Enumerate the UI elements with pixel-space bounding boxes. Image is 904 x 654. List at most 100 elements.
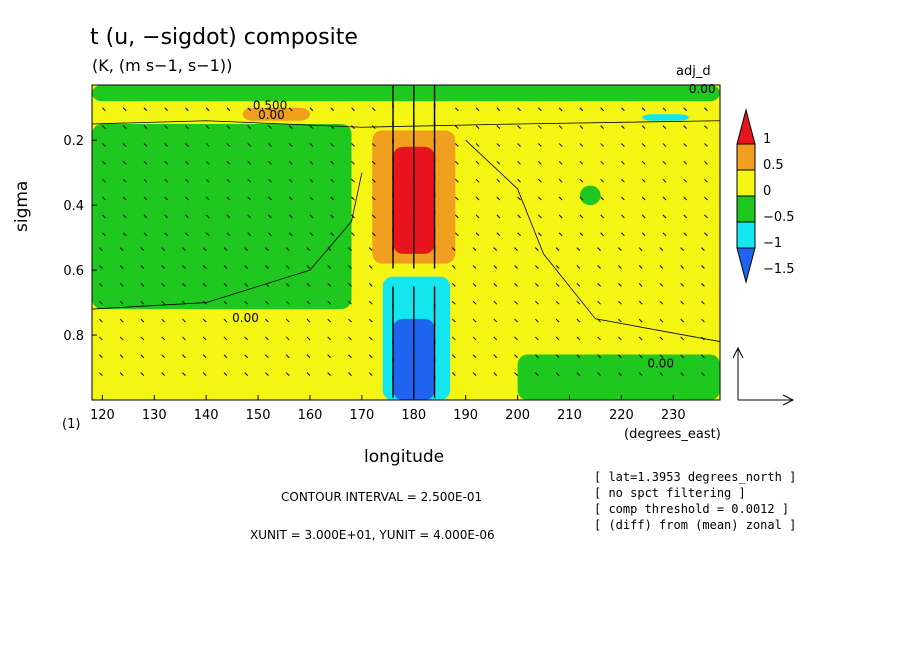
vector-arrow-352 [558, 107, 563, 112]
vector-arrow-301 [472, 336, 477, 341]
vector-arrow-349 [534, 336, 539, 341]
vector-arrow-408 [618, 247, 622, 251]
vector-arrow-159 [285, 372, 290, 376]
colorbar-label-3: −0.5 [763, 210, 795, 225]
vector-arrow-171 [306, 300, 311, 305]
vector-arrow-406 [621, 214, 625, 219]
vector-arrow-202 [348, 282, 352, 287]
vector-arrow-441 [659, 265, 664, 269]
contour-line-0 [91, 120, 721, 128]
vector-arrow-141 [265, 336, 269, 341]
vector-arrow-415 [618, 372, 622, 376]
vector-arrow-68 [185, 178, 189, 183]
vector-arrow-315 [493, 300, 498, 305]
vector-arrow-451 [683, 160, 688, 165]
vector-arrow-206 [348, 354, 352, 359]
vector-arrow-380 [576, 318, 581, 323]
vector-arrow-32 [143, 107, 148, 112]
vector-arrow-289 [475, 125, 480, 129]
vector-arrow-328 [514, 247, 518, 251]
vector-arrow-90 [202, 282, 207, 287]
contour-label-3: 0.00 [232, 311, 259, 325]
vector-arrow-348 [534, 318, 539, 323]
y-tick-label-2: 0.6 [63, 264, 84, 279]
vector-arrow-437 [662, 196, 667, 201]
vector-arrow-104 [223, 247, 228, 251]
vector-arrow-290 [475, 143, 480, 147]
vector-arrow-467 [704, 160, 708, 165]
vector-arrow-218 [368, 282, 373, 287]
note-filtering: [ no spct filtering ] [594, 486, 746, 500]
vector-arrow-184 [327, 247, 332, 251]
vector-arrow-319 [493, 372, 498, 376]
vector-arrow-177 [330, 125, 335, 129]
vector-arrow-17 [122, 125, 127, 129]
vector-arrow-423 [641, 232, 646, 237]
vector-arrow-158 [285, 354, 290, 359]
vector-arrow-426 [638, 282, 643, 287]
vector-arrow-424 [638, 247, 643, 251]
vector-arrow-0 [102, 107, 106, 112]
colorbar-label-1: 0.5 [763, 158, 784, 173]
vector-arrow-150 [288, 214, 293, 219]
vector-arrow-436 [662, 178, 667, 183]
vector-arrow-193 [351, 125, 355, 129]
vector-arrow-479 [701, 372, 705, 376]
vector-arrow-89 [202, 265, 207, 269]
vector-arrow-466 [704, 143, 708, 147]
vector-arrow-124 [244, 318, 249, 323]
colorbar-swatch-2 [736, 169, 756, 197]
x-tick-label-130: 130 [142, 408, 167, 423]
vector-arrow-173 [306, 336, 311, 341]
vector-arrow-142 [265, 354, 269, 359]
vector-arrow-361 [555, 265, 560, 269]
vector-arrow-88 [202, 247, 207, 251]
vector-arrow-205 [348, 336, 352, 341]
vector-arrow-478 [701, 354, 705, 359]
vector-arrow-40 [140, 247, 145, 251]
vector-arrow-111 [223, 372, 228, 376]
vector-arrow-385 [600, 125, 604, 129]
vector-arrow-384 [600, 107, 604, 112]
vector-arrow-351 [534, 372, 539, 376]
vector-arrow-19 [122, 160, 127, 165]
vector-arrow-386 [600, 143, 604, 147]
vector-arrow-433 [662, 125, 667, 129]
vector-arrow-114 [247, 143, 252, 147]
vector-arrow-281 [451, 265, 456, 269]
vector-arrow-456 [680, 247, 685, 251]
vector-arrow-463 [680, 372, 685, 376]
y-tick-label-0: 0.2 [63, 134, 84, 149]
vector-arrow-24 [119, 247, 124, 251]
vector-arrow-337 [537, 125, 542, 129]
vector-arrow-311 [496, 232, 501, 237]
vector-arrow-138 [265, 282, 269, 287]
vector-arrow-42 [140, 282, 145, 287]
vector-arrow-284 [451, 318, 456, 323]
vector-arrow-101 [226, 196, 231, 201]
colorbar-swatch-0 [736, 108, 756, 145]
vector-arrow-405 [621, 196, 625, 201]
vector-arrow-12 [99, 318, 103, 323]
vector-arrow-373 [579, 196, 584, 201]
vector-arrow-282 [451, 282, 456, 287]
vector-arrow-278 [454, 214, 459, 219]
vector-arrow-378 [576, 282, 581, 287]
vector-arrow-342 [537, 214, 542, 219]
vector-arrow-34 [143, 143, 148, 147]
vector-arrow-6 [102, 214, 106, 219]
vector-arrow-431 [638, 372, 643, 376]
vector-arrow-325 [517, 196, 521, 201]
note-latitude: [ lat=1.3953 degrees_north ] [594, 470, 797, 484]
vector-arrow-122 [244, 282, 249, 287]
vector-arrow-7 [102, 232, 106, 237]
vector-arrow-403 [621, 160, 625, 165]
vector-arrow-36 [143, 178, 148, 183]
vector-arrow-296 [472, 247, 477, 251]
ref-arrowhead-vertical [732, 346, 744, 359]
vector-arrow-439 [662, 232, 667, 237]
vector-arrow-60 [161, 318, 166, 323]
colorbar-label-5: −1.5 [763, 262, 795, 277]
vector-arrow-72 [182, 247, 186, 251]
